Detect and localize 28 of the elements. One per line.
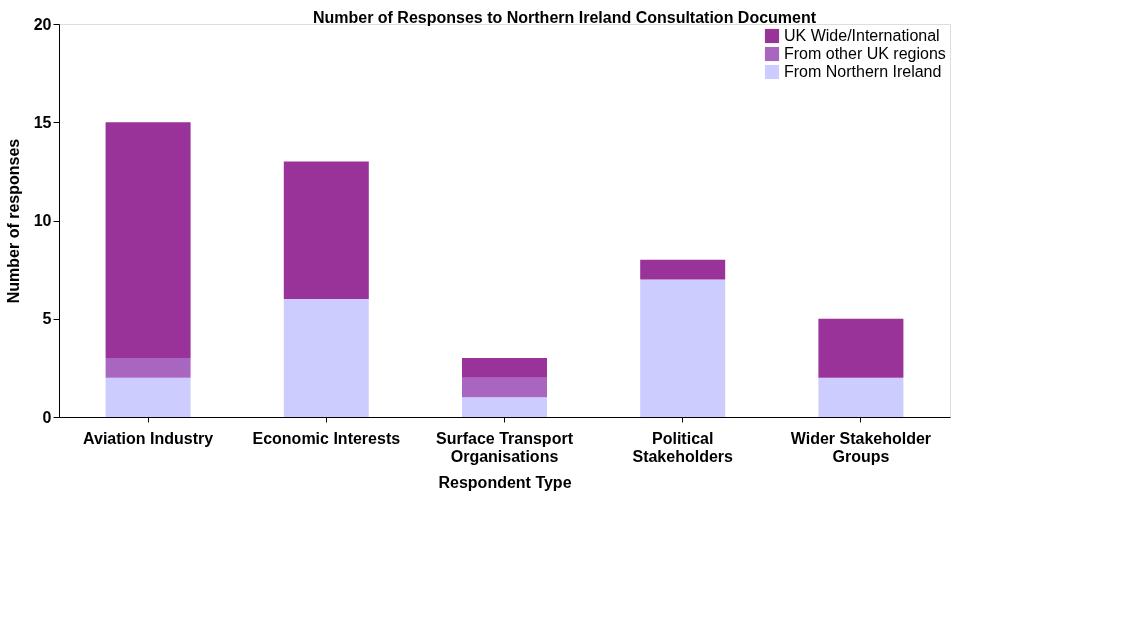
bar bbox=[105, 358, 191, 378]
bar bbox=[105, 122, 191, 359]
bar bbox=[818, 318, 904, 378]
legend-label: From Northern Ireland bbox=[784, 63, 942, 80]
bar bbox=[462, 397, 547, 417]
x-tick-label: Political Stakeholders bbox=[632, 429, 734, 465]
x-tick-label: Surface Transport Organisations bbox=[436, 429, 574, 465]
bar bbox=[283, 299, 369, 417]
chart-title: Number of Responses to Northern Ireland Consultation Document bbox=[312, 9, 817, 26]
bar bbox=[462, 358, 547, 378]
bar bbox=[105, 377, 191, 417]
y-tick-label: 5 bbox=[42, 310, 52, 328]
bar bbox=[640, 259, 726, 280]
x-axis-title: Respondent Type bbox=[438, 473, 572, 491]
y-tick-label: 15 bbox=[33, 113, 52, 131]
y-axis-title: Number of responses bbox=[4, 138, 22, 304]
y-tick-label: 20 bbox=[33, 15, 52, 33]
bar bbox=[283, 161, 369, 300]
x-tick-label: Economic Interests bbox=[252, 429, 401, 447]
y-tick-label: 10 bbox=[33, 212, 52, 229]
y-tick-label: 0 bbox=[42, 408, 52, 426]
legend-label: From other UK regions bbox=[784, 45, 946, 62]
x-tick-label: Wider Stakeholder Groups bbox=[790, 429, 932, 465]
bar bbox=[640, 279, 726, 417]
x-tick-label: Aviation Industry bbox=[83, 429, 214, 447]
bar bbox=[818, 377, 904, 417]
legend-label: UK Wide/International bbox=[784, 27, 940, 44]
bar bbox=[462, 377, 547, 398]
